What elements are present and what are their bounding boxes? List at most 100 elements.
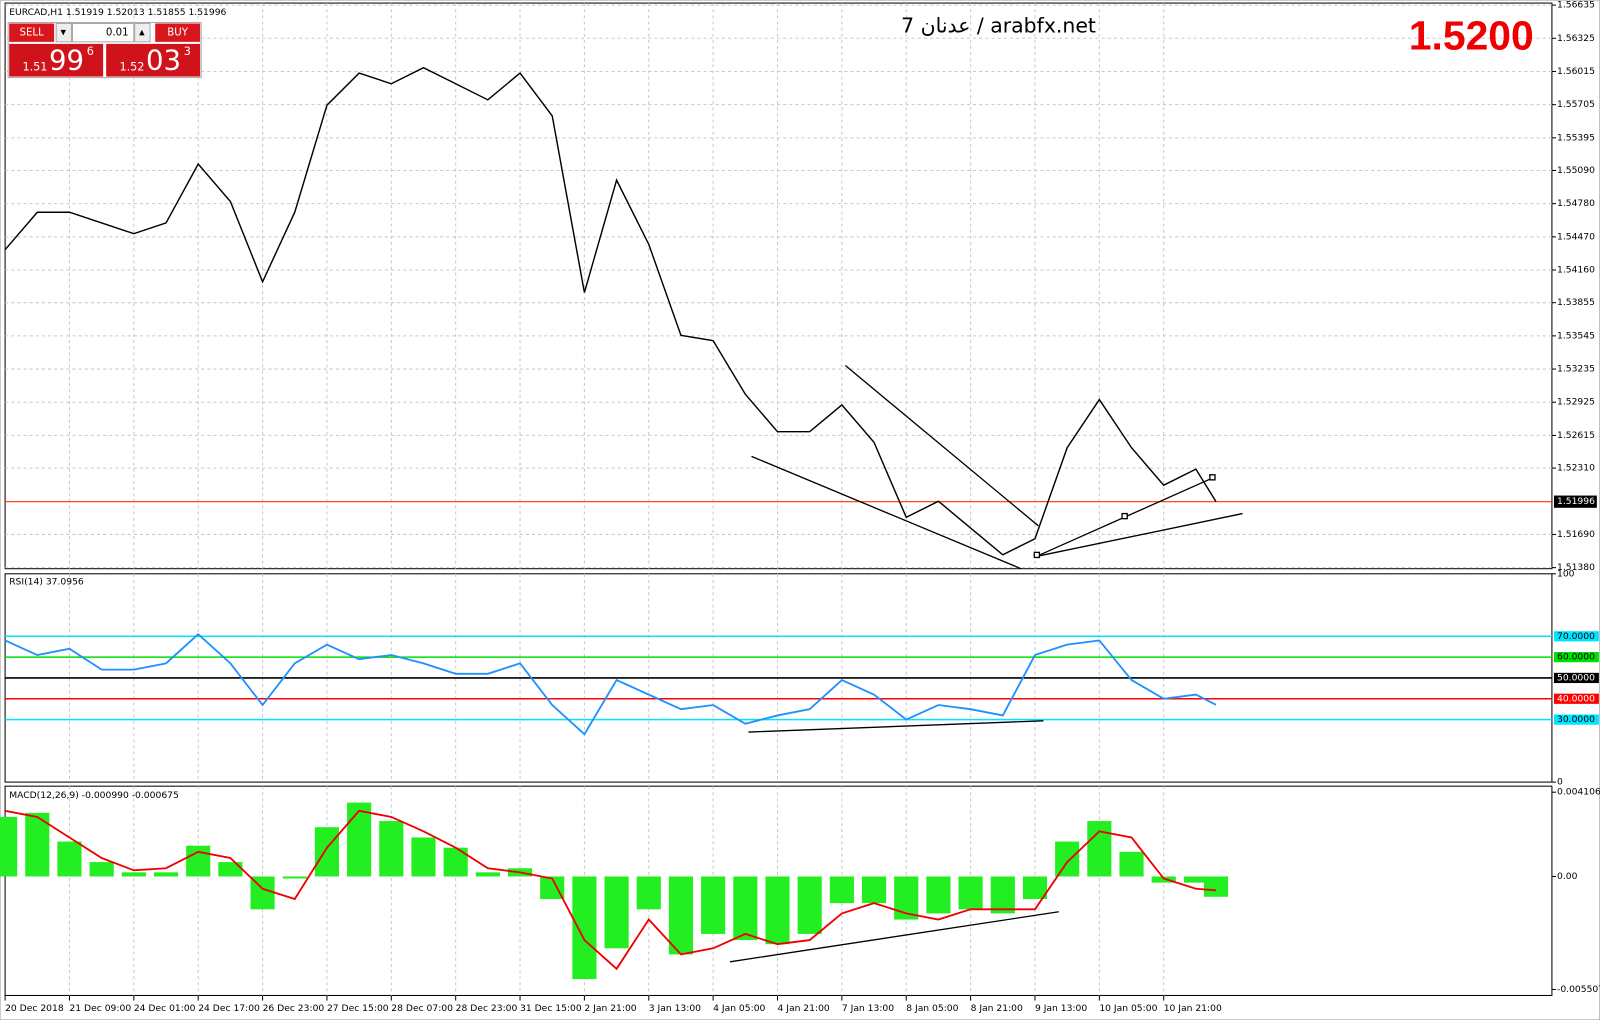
trend-line [1036, 512, 1243, 558]
y-tick-label: 1.51690 [1557, 529, 1595, 540]
level-label: 50.0000 [1557, 672, 1595, 683]
histogram-bar [186, 845, 211, 877]
x-tick-label: 24 Dec 17:00 [198, 1003, 260, 1014]
level-tag [1553, 693, 1599, 704]
x-tick-label: 4 Jan 05:00 [713, 1003, 765, 1014]
trend-line [751, 455, 1022, 570]
y-tick-label: -0.005507 [1557, 984, 1600, 995]
price-panel [4, 2, 1553, 570]
lot-field[interactable] [71, 22, 135, 43]
histogram-bar [894, 876, 919, 920]
y-tick-label: 1.54160 [1557, 265, 1595, 276]
one-click-trading: SELL ▼ 0.01 ▲ BUY 1.51 99 6 1.52 03 3 [7, 21, 202, 79]
buy-button[interactable] [155, 23, 201, 42]
lot-down-icon: ▼ [61, 28, 67, 37]
buy-pips[interactable]: 03 [146, 44, 181, 76]
lot-value[interactable]: 0.01 [106, 28, 129, 39]
x-tick-label: 3 Jan 13:00 [649, 1003, 701, 1014]
series-line [4, 632, 1217, 736]
y-tick-label: 1.53855 [1557, 297, 1595, 308]
level-tag [1553, 631, 1599, 642]
x-tick-label: 24 Dec 01:00 [134, 1003, 196, 1014]
y-tick-label: 0.00 [1557, 871, 1578, 882]
histogram-bar [1119, 851, 1144, 877]
anchor-point [1121, 512, 1128, 520]
trend-lines [729, 365, 1243, 963]
level-tag [1553, 652, 1599, 663]
histogram-bar [25, 812, 50, 877]
level-label: 30.0000 [1557, 714, 1595, 725]
y-tick-label: 1.53545 [1557, 330, 1595, 341]
lot-down[interactable] [55, 22, 72, 43]
buy-big-figure[interactable]: 1.52 [119, 60, 144, 73]
sell-pips[interactable]: 99 [49, 44, 84, 76]
x-tick-label: 4 Jan 21:00 [778, 1003, 830, 1014]
histogram-bar [765, 876, 790, 945]
histogram-bar [282, 876, 307, 879]
y-tick-label: 1.52310 [1557, 463, 1595, 474]
y-tick-label: 0 [1557, 777, 1563, 788]
histogram-bar [733, 876, 758, 941]
y-tick-label: 1.52925 [1557, 397, 1595, 408]
histogram-bar [1087, 821, 1112, 877]
series-line [4, 809, 1217, 971]
trend-line [729, 911, 1059, 963]
y-tick-label: 1.56325 [1557, 33, 1595, 44]
level-tag [1553, 672, 1599, 684]
histogram-bar [604, 876, 629, 949]
sell-label[interactable]: SELL [20, 28, 45, 39]
histogram-bar [958, 876, 983, 910]
x-tick-label: 7 Jan 13:00 [842, 1003, 894, 1014]
histogram-bar [1022, 876, 1048, 900]
anchor-point [1209, 474, 1216, 481]
rsi-title: RSI(14) 37.0956 [9, 576, 84, 587]
y-tick-label: 1.55705 [1557, 99, 1595, 110]
y-tick-label: 1.53235 [1557, 364, 1595, 375]
histogram-bar [475, 872, 500, 877]
x-tick-label: 20 Dec 2018 [5, 1003, 64, 1014]
x-tick-label: 28 Dec 23:00 [456, 1003, 518, 1014]
trend-line [748, 720, 1044, 733]
x-tick-label: 28 Dec 07:00 [391, 1003, 453, 1014]
sell-big-figure[interactable]: 1.51 [22, 60, 47, 73]
histogram-bar [1203, 876, 1229, 897]
histogram-bar [153, 872, 179, 877]
level-tag [1553, 714, 1599, 725]
histogram-bar [926, 876, 951, 914]
symbol-info: EURCAD,H1 1.51919 1.52013 1.51855 1.5199… [9, 7, 226, 18]
level-label: 40.0000 [1557, 693, 1595, 704]
buy-label[interactable]: BUY [167, 28, 188, 39]
histogram-bar [0, 816, 18, 877]
y-tick-label: 1.51380 [1557, 562, 1595, 573]
sell-fraction[interactable]: 6 [87, 45, 94, 58]
sell-button[interactable] [9, 23, 55, 42]
x-tick-label: 21 Dec 09:00 [69, 1003, 131, 1014]
histogram-bar [89, 862, 114, 877]
current-price-label: 1.51996 [1557, 496, 1595, 507]
histogram-bar [347, 802, 372, 877]
x-tick-label: 10 Jan 21:00 [1164, 1003, 1222, 1014]
buy-price-box[interactable] [106, 43, 201, 77]
anchor-point [1033, 551, 1041, 559]
buy-fraction[interactable]: 3 [184, 45, 191, 58]
histogram-bar [314, 827, 340, 877]
x-tick-label: 8 Jan 21:00 [971, 1003, 1023, 1014]
y-tick-label: 1.56015 [1557, 66, 1595, 77]
histogram-bar [379, 821, 404, 877]
histogram-bar [636, 876, 661, 910]
y-tick-label: 1.55395 [1557, 132, 1595, 143]
x-tick-label: 27 Dec 15:00 [327, 1003, 389, 1014]
histogram-bar [1151, 876, 1176, 883]
sell-price-box[interactable] [9, 43, 104, 77]
y-tick-label: 1.54780 [1557, 198, 1595, 209]
x-tick-label: 8 Jan 05:00 [906, 1003, 958, 1014]
y-tick-label: 0.004106 [1557, 787, 1600, 798]
histogram-bar [990, 876, 1015, 914]
lot-up[interactable] [134, 22, 151, 43]
histogram-bar [411, 837, 436, 877]
histogram-bar [57, 841, 82, 877]
histogram-bar [1055, 841, 1080, 877]
y-tick-label: 1.54470 [1557, 231, 1595, 242]
series-line [4, 66, 1217, 556]
